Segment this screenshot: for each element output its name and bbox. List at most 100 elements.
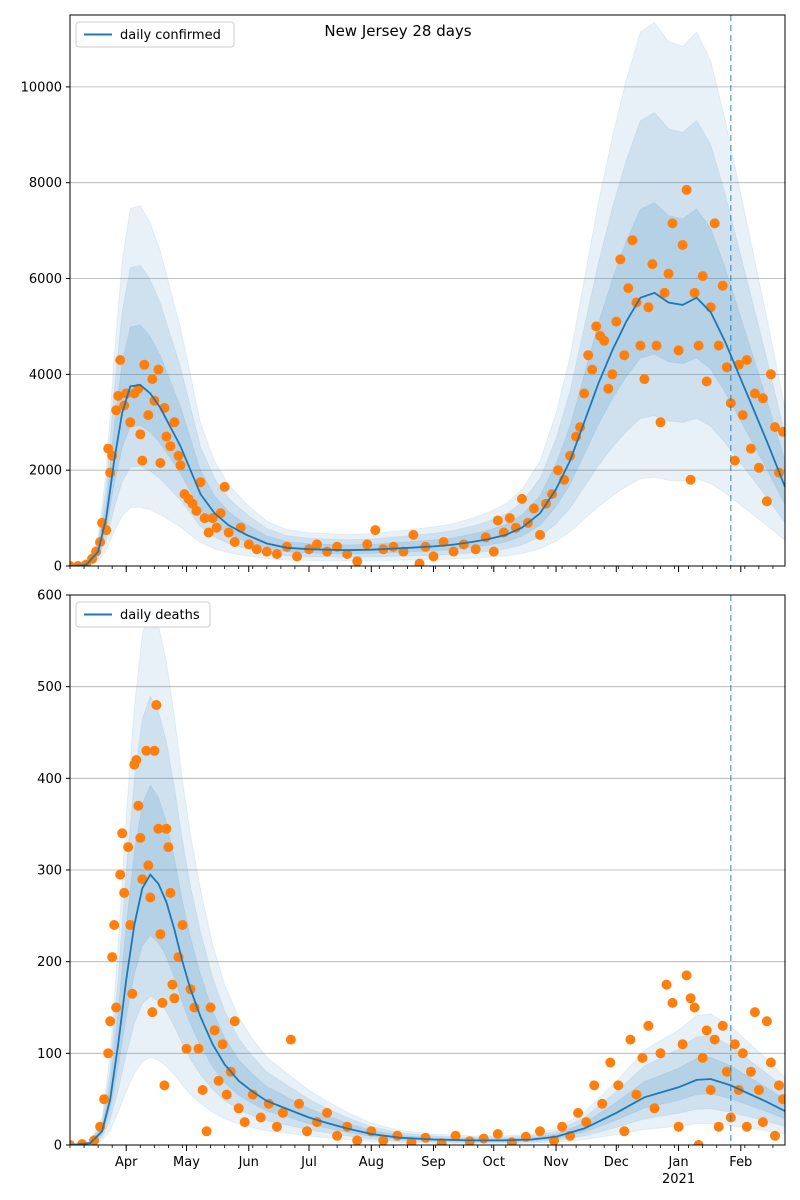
observed-point — [209, 1025, 220, 1036]
observed-point — [151, 700, 162, 710]
observed-point — [177, 920, 188, 930]
observed-point — [292, 551, 302, 562]
observed-point — [271, 1121, 282, 1132]
observed-point — [749, 1007, 760, 1018]
observed-point — [589, 1080, 600, 1091]
observed-point — [717, 1020, 728, 1031]
observed-point — [149, 745, 160, 756]
observed-point — [639, 374, 650, 385]
observed-point — [105, 1016, 116, 1027]
observed-point — [535, 1126, 545, 1137]
observed-point — [651, 340, 662, 351]
observed-point — [115, 355, 126, 365]
observed-point — [557, 1121, 568, 1132]
y-tick-label: 8000 — [29, 176, 62, 191]
observed-point — [219, 481, 230, 492]
observed-point — [229, 1016, 240, 1027]
observed-point — [713, 1121, 724, 1132]
observed-point — [709, 218, 720, 229]
y-tick-label: 100 — [37, 1047, 62, 1062]
observed-point — [161, 823, 172, 834]
observed-point — [217, 1039, 228, 1050]
observed-point — [167, 979, 178, 990]
observed-point — [492, 1129, 503, 1139]
deaths-panel: 0 100 200 300 400 500 600 Apr May Jun Jul Aug Sep Oct… — [37, 589, 786, 1187]
observed-point — [597, 1098, 608, 1109]
observed-point — [627, 235, 638, 246]
y-tick-label: 400 — [37, 772, 62, 787]
observed-point — [765, 1057, 776, 1068]
observed-point — [643, 302, 654, 313]
observed-point — [685, 993, 696, 1004]
observed-point — [713, 340, 724, 351]
observed-point — [504, 513, 515, 524]
observed-point — [745, 1066, 756, 1077]
observed-point — [757, 1117, 768, 1128]
observed-point — [70, 1140, 75, 1145]
observed-point — [721, 362, 732, 373]
axes-frame — [69, 14, 786, 567]
observed-point — [737, 410, 748, 421]
observed-point — [583, 350, 594, 361]
observed-point — [143, 410, 154, 421]
observed-point — [141, 745, 152, 756]
x-tick-label: Jan — [668, 1155, 689, 1170]
observed-point — [631, 1089, 642, 1100]
observed-point — [488, 546, 499, 557]
observed-point — [155, 929, 166, 940]
observed-point — [197, 1085, 208, 1095]
observed-point — [673, 345, 684, 356]
observed-point — [581, 1117, 592, 1128]
observed-point — [667, 997, 678, 1008]
observed-point — [615, 254, 626, 265]
legend: daily confirmed — [75, 21, 235, 48]
observed-point — [107, 952, 118, 963]
y-tick-label: 500 — [37, 680, 62, 695]
observed-point — [643, 1020, 654, 1031]
observed-point — [251, 544, 262, 555]
observed-point — [649, 1103, 660, 1114]
observed-point — [697, 1052, 708, 1063]
observed-point — [619, 1126, 630, 1137]
observed-point — [573, 1107, 584, 1118]
observed-point — [725, 398, 736, 409]
observed-point — [689, 287, 700, 298]
model-mean-line — [70, 873, 785, 1145]
observed-point — [705, 1085, 716, 1095]
observed-point — [492, 515, 503, 526]
observed-point — [745, 443, 756, 454]
observed-point — [721, 1066, 732, 1077]
observed-point — [175, 460, 186, 471]
observed-point — [681, 184, 692, 195]
observed-point — [155, 458, 166, 468]
model-mean-line — [70, 291, 785, 566]
observed-point — [607, 369, 618, 380]
y-tick-label: 4000 — [29, 368, 62, 383]
observed-point — [774, 1080, 784, 1091]
observed-point — [637, 1052, 648, 1063]
observed-point — [99, 1094, 110, 1105]
observed-point — [332, 1130, 343, 1141]
observed-point — [153, 364, 164, 375]
observed-point — [139, 359, 150, 370]
observed-point — [778, 426, 785, 437]
observed-point — [223, 527, 234, 538]
x-tick-label: Apr — [115, 1155, 138, 1170]
y-tick-label: 200 — [37, 955, 62, 970]
observed-point — [199, 513, 210, 524]
observed-point — [673, 1121, 684, 1132]
observed-point — [528, 503, 539, 514]
observed-point — [125, 417, 136, 428]
y-tick-label: 600 — [37, 589, 62, 604]
observed-point — [169, 417, 180, 428]
observed-point — [322, 546, 333, 557]
observed-point — [131, 755, 142, 765]
observed-point — [470, 544, 481, 555]
observed-point — [221, 1089, 232, 1100]
observed-point — [109, 920, 120, 930]
observed-point — [195, 477, 206, 488]
observed-point — [709, 1034, 720, 1045]
observed-point — [605, 1057, 616, 1068]
observed-point — [591, 321, 602, 332]
